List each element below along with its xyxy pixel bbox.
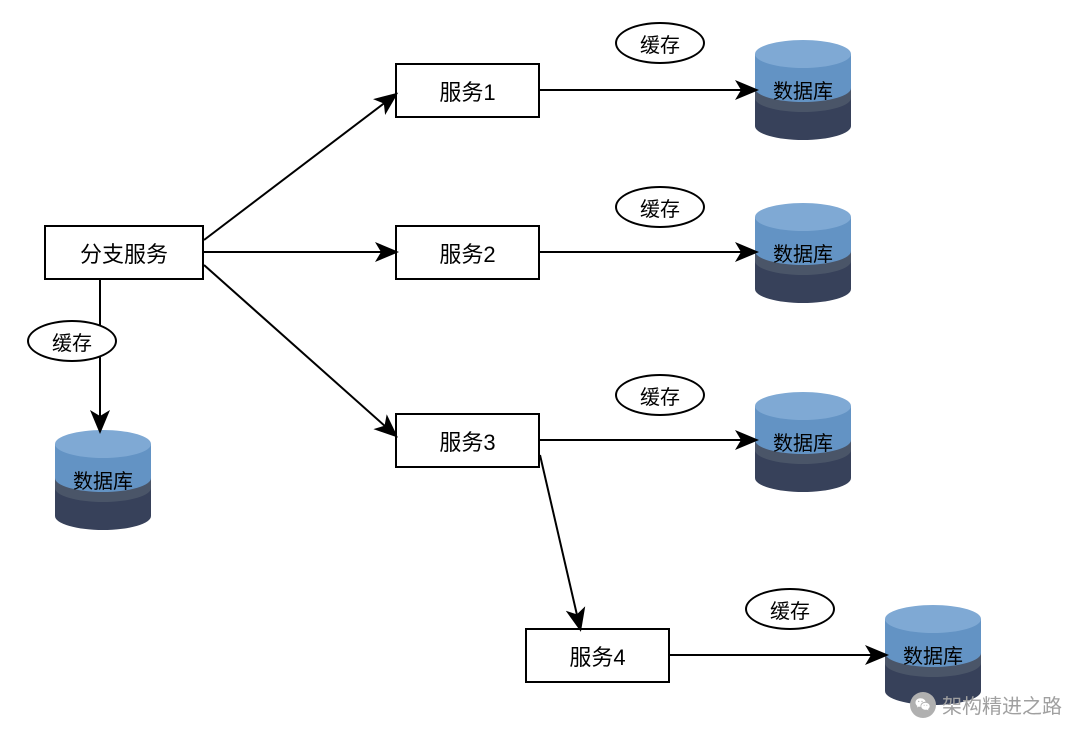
cache-2-oval: 缓存	[615, 186, 705, 228]
watermark-label: 架构精进之路	[942, 690, 1062, 719]
db_left-label: 数据库	[55, 465, 151, 494]
cache-branch-oval: 缓存	[27, 320, 117, 362]
db2-label: 数据库	[755, 238, 851, 267]
diagram-canvas	[0, 0, 1080, 737]
wechat-icon	[910, 692, 936, 718]
cache-2-label: 缓存	[640, 193, 680, 222]
cache-branch-label: 缓存	[52, 327, 92, 356]
cache-4-oval: 缓存	[745, 588, 835, 630]
cache-1-oval: 缓存	[615, 22, 705, 64]
cache-3-label: 缓存	[640, 381, 680, 410]
db3-label: 数据库	[755, 427, 851, 456]
cache-4-label: 缓存	[770, 595, 810, 624]
cache-3-oval: 缓存	[615, 374, 705, 416]
cache-1-label: 缓存	[640, 29, 680, 58]
watermark: 架构精进之路	[910, 690, 1062, 719]
db1-label: 数据库	[755, 75, 851, 104]
db4-label: 数据库	[885, 640, 981, 669]
